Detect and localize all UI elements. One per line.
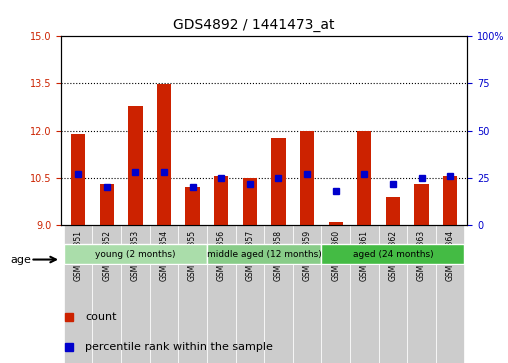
FancyBboxPatch shape [322,225,350,363]
FancyBboxPatch shape [350,225,378,363]
Bar [271,138,285,225]
Bar [415,184,429,225]
Bar [357,131,371,225]
FancyBboxPatch shape [407,225,436,363]
Text: GDS4892 / 1441473_at: GDS4892 / 1441473_at [173,18,335,32]
Text: count: count [85,312,117,322]
FancyBboxPatch shape [64,225,92,363]
FancyBboxPatch shape [378,225,407,363]
Text: age: age [10,254,31,265]
Text: middle aged (12 months): middle aged (12 months) [207,250,322,258]
Bar [300,131,314,225]
FancyBboxPatch shape [178,225,207,363]
FancyBboxPatch shape [293,225,322,363]
Bar [214,176,229,225]
FancyBboxPatch shape [264,225,293,363]
Bar [243,178,257,225]
FancyBboxPatch shape [92,225,121,363]
FancyBboxPatch shape [322,244,464,264]
Bar [128,106,143,225]
Bar [100,184,114,225]
Text: percentile rank within the sample: percentile rank within the sample [85,342,273,352]
Bar [157,85,171,225]
Bar [185,187,200,225]
FancyBboxPatch shape [207,244,322,264]
FancyBboxPatch shape [64,244,207,264]
FancyBboxPatch shape [436,225,464,363]
Text: aged (24 months): aged (24 months) [353,250,433,258]
FancyBboxPatch shape [150,225,178,363]
Bar [329,222,343,225]
FancyBboxPatch shape [236,225,264,363]
Bar [386,197,400,225]
Bar [71,134,85,225]
FancyBboxPatch shape [207,225,236,363]
FancyBboxPatch shape [121,225,150,363]
Text: young (2 months): young (2 months) [95,250,176,258]
Bar [443,176,457,225]
